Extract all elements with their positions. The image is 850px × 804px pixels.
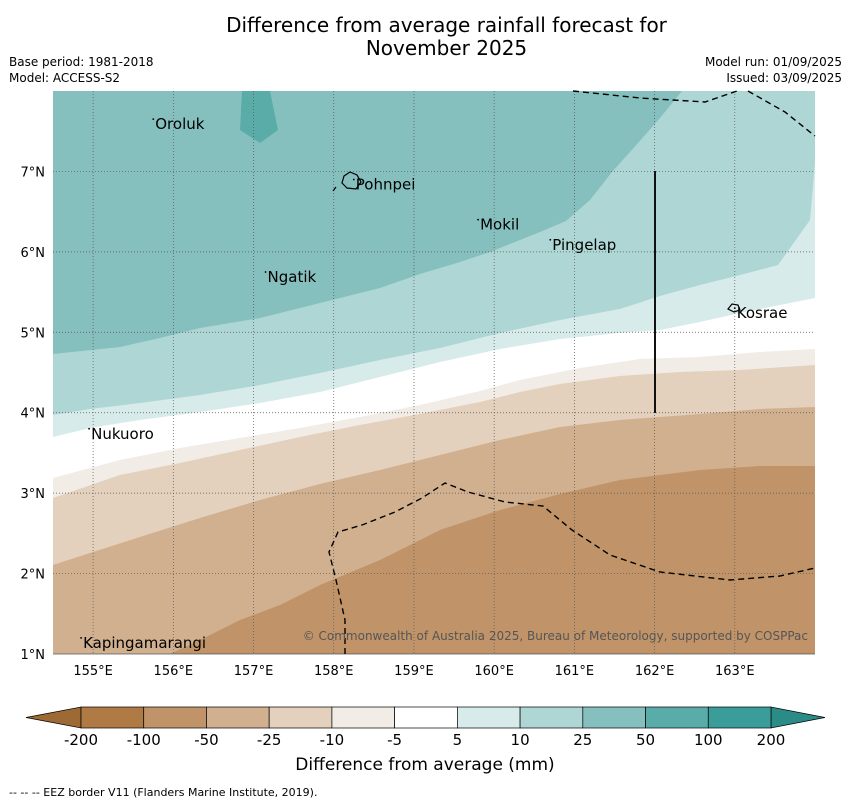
eez-border-north <box>572 89 741 103</box>
place-marker <box>352 178 355 181</box>
colorbar-segment <box>268 706 333 729</box>
colorbar-label: 25 <box>573 731 592 749</box>
eez-border-northeast <box>747 90 816 137</box>
colorbar-segment <box>645 706 709 729</box>
place-marker <box>264 271 267 273</box>
colorbar-label: -200 <box>64 731 98 749</box>
colorbar-segment <box>331 706 395 729</box>
colorbar-segment <box>519 706 584 729</box>
band-plus-50 <box>53 91 682 354</box>
colorbar-label: -50 <box>194 731 219 749</box>
colorbar-segment <box>80 706 145 729</box>
place-label-pingelap: Pingelap <box>552 236 616 254</box>
place-label-mokil: Mokil <box>480 216 519 234</box>
lon-tick-label: 159°E <box>394 664 434 679</box>
colorbar-over-arrow <box>770 706 826 729</box>
colorbar-title: Difference from average (mm) <box>295 755 555 775</box>
lon-tick-label: 157°E <box>234 664 274 679</box>
colorbar-label: -5 <box>387 731 402 749</box>
lat-tick-label: 4°N <box>21 407 46 422</box>
place-label-pohnpei: Pohnpei <box>356 175 416 193</box>
place-label-oroluk: Oroluk <box>155 115 204 133</box>
lon-tick-label: 161°E <box>555 664 595 679</box>
colorbar-label: 100 <box>694 731 723 749</box>
eez-legend-note: -- -- -- EEZ border V11 (Flanders Marine… <box>9 786 318 799</box>
lat-tick-label: 7°N <box>21 165 46 180</box>
lat-tick-label: 2°N <box>21 568 46 583</box>
model-run-label: Model run: 01/09/2025 <box>704 55 842 69</box>
place-marker <box>733 307 736 310</box>
place-label-ngatik: Ngatik <box>268 268 317 286</box>
place-label-kosrae: Kosrae <box>737 304 788 322</box>
colorbar-segments <box>25 706 826 729</box>
place-marker <box>549 238 552 241</box>
issued-label: Issued: 03/09/2025 <box>726 71 842 85</box>
lon-tick-label: 158°E <box>314 664 354 679</box>
colorbar-label: -25 <box>257 731 282 749</box>
lon-tick-label: 163°E <box>715 664 755 679</box>
base-period-label: Base period: 1981-2018 <box>9 55 154 69</box>
kosrae-island-outline <box>727 303 741 313</box>
colorbar-segment <box>582 706 646 729</box>
lon-tick-label: 162°E <box>635 664 675 679</box>
colorbar-segment <box>143 706 207 729</box>
lon-tick-label: 160°E <box>474 664 514 679</box>
lon-tick-label: 155°E <box>73 664 113 679</box>
title-line-1: Difference from average rainfall forecas… <box>226 13 667 37</box>
pohnpei-islet <box>332 186 337 192</box>
colorbar-segment <box>206 706 270 729</box>
place-labels: Oroluk Pohnpei Mokil Pingelap Ngatik Kosrae Nu… <box>80 115 787 652</box>
colorbar-label: 50 <box>636 731 655 749</box>
lat-tick-label: 6°N <box>21 246 46 261</box>
place-marker <box>152 118 155 121</box>
colorbar-label: -10 <box>320 731 345 749</box>
place-label-kapingamarangi: Kapingamarangi <box>83 634 206 652</box>
colorbar-segment <box>707 706 772 729</box>
colorbar-segment <box>394 706 458 729</box>
band-plus-100 <box>240 91 278 143</box>
axis-tick-labels: 155°E 156°E 157°E 158°E 159°E 160°E 161°E 162°E… <box>21 165 755 679</box>
colorbar-label: 5 <box>453 731 463 749</box>
map-contours <box>53 91 815 654</box>
colorbar-under-arrow <box>25 706 82 729</box>
colorbar: -200 -100 -50 -25 -10 -5 5 10 25 50 100 200 <box>25 706 826 749</box>
title-line-2: November 2025 <box>365 36 528 60</box>
colorbar-segment <box>457 706 521 729</box>
meta-left: Base period: 1981-2018 Model: ACCESS-S2 <box>9 54 154 86</box>
lon-tick-label: 156°E <box>154 664 194 679</box>
lat-tick-label: 1°N <box>21 648 46 663</box>
colorbar-label: -100 <box>127 731 161 749</box>
eez-borders <box>328 89 816 654</box>
lat-tick-label: 3°N <box>21 487 46 502</box>
eez-border-south <box>328 482 816 654</box>
map-title: Difference from average rainfall forecas… <box>0 14 850 60</box>
model-label: Model: ACCESS-S2 <box>9 71 121 85</box>
colorbar-label: 10 <box>511 731 530 749</box>
place-marker <box>80 637 82 639</box>
copyright-notice: © Commonwealth of Australia 2025, Bureau… <box>303 629 808 643</box>
place-label-nukuoro: Nukuoro <box>91 425 154 443</box>
place-marker <box>88 427 90 430</box>
meta-right: Model run: 01/09/2025 Issued: 03/09/2025 <box>705 54 842 86</box>
colorbar-label: 200 <box>757 731 786 749</box>
lat-tick-label: 5°N <box>21 326 46 341</box>
rainfall-map: Oroluk Pohnpei Mokil Pingelap Ngatik Kosrae Nu… <box>21 89 816 679</box>
pohnpei-island-outline <box>341 171 362 190</box>
colorbar-tick-labels: -200 -100 -50 -25 -10 -5 5 10 25 50 100 200 <box>64 731 785 749</box>
place-marker <box>477 218 480 221</box>
